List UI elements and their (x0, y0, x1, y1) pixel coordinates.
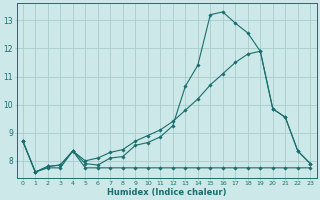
X-axis label: Humidex (Indice chaleur): Humidex (Indice chaleur) (107, 188, 226, 197)
